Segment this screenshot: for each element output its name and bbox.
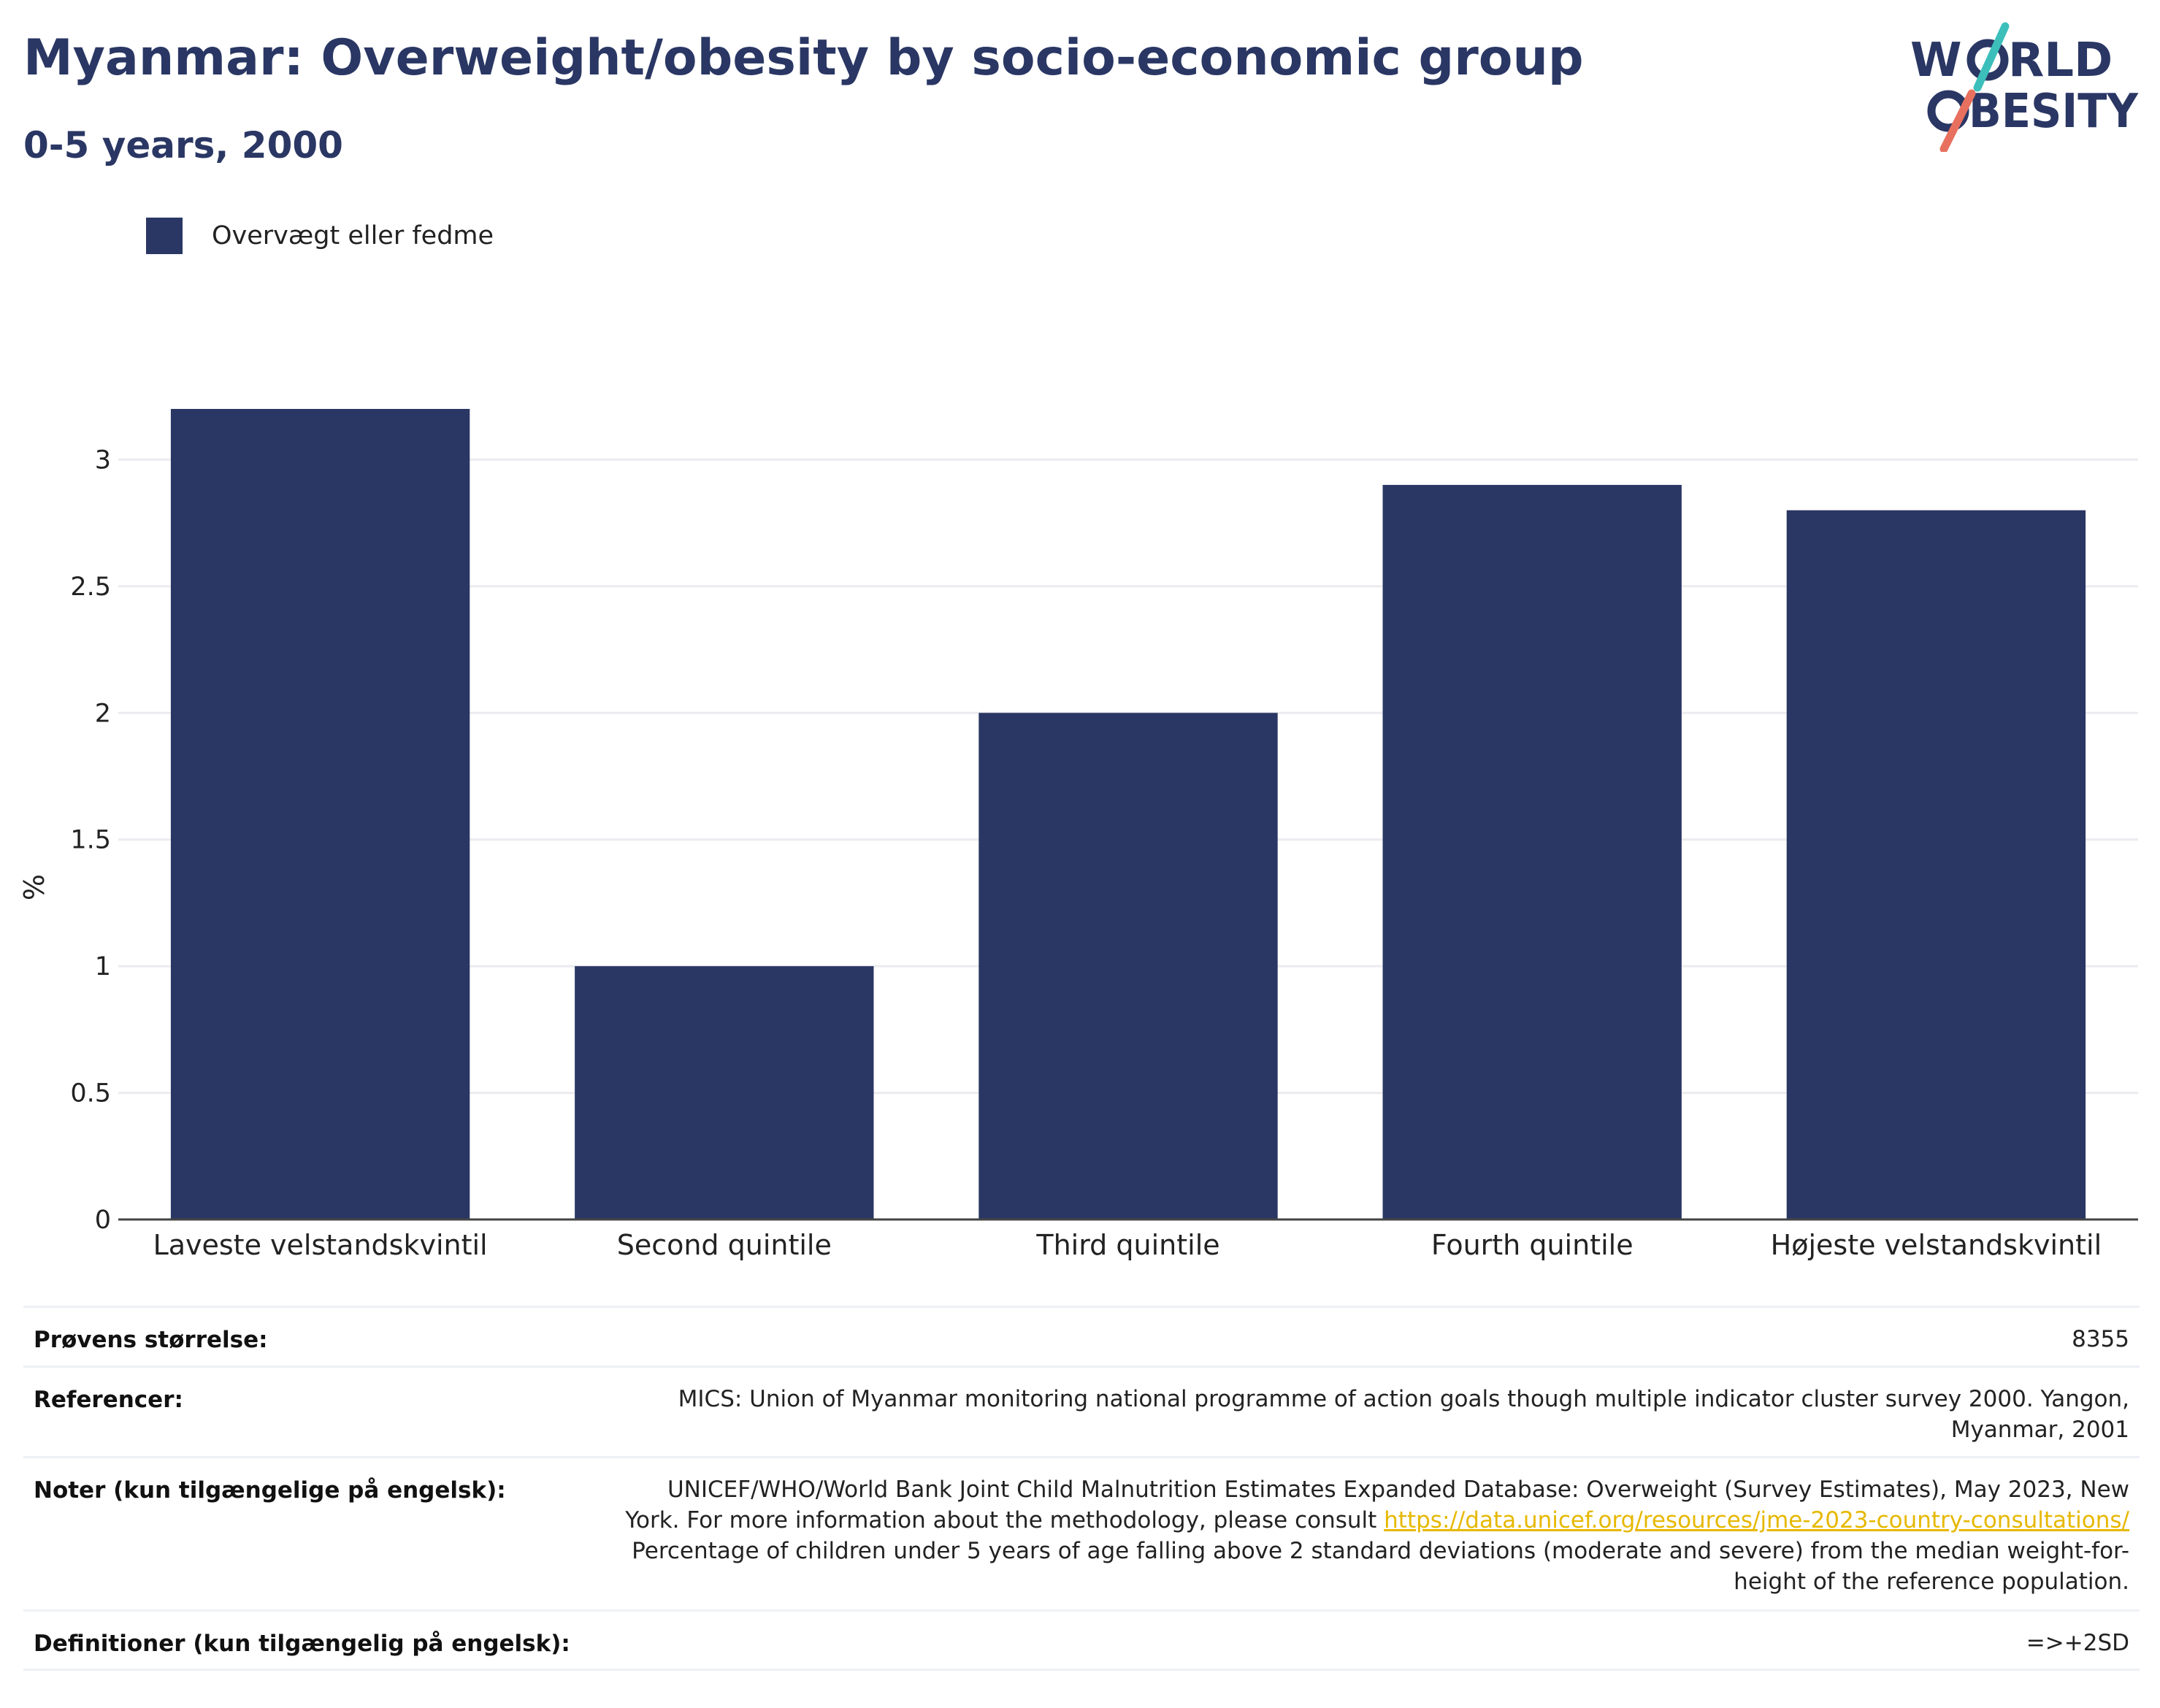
chart-legend: Overvægt eller fedme — [146, 218, 494, 254]
svg-text:BESITY: BESITY — [1969, 85, 2139, 139]
bar — [1786, 510, 2086, 1219]
y-tick-label: 2.5 — [70, 572, 111, 602]
chart-title: Myanmar: Overweight/obesity by socio-eco… — [23, 29, 1584, 87]
bar — [978, 713, 1278, 1219]
legend-label: Overvægt eller fedme — [212, 221, 494, 250]
notes-text-after: Percentage of children under 5 years of … — [632, 1538, 2129, 1595]
bar — [575, 966, 874, 1219]
x-tick-label: Third quintile — [1035, 1229, 1219, 1261]
definitions-label: Definitioner (kun tilgængelig på engelsk… — [34, 1631, 570, 1657]
x-tick-label: Second quintile — [617, 1229, 832, 1261]
x-tick-label: Højeste velstandskvintil — [1771, 1229, 2102, 1261]
notes-value: UNICEF/WHO/World Bank Joint Child Malnut… — [625, 1458, 2129, 1609]
bar-chart: 0 0.5 1 1.5 2 2.5 3% Laveste velstandskvintil Se… — [18, 409, 2138, 1261]
y-tick-label: 3 — [95, 445, 111, 475]
x-tick-label: Laveste velstandskvintil — [153, 1229, 488, 1261]
y-tick-label: 0.5 — [70, 1079, 111, 1108]
notes-text-before: UNICEF/WHO/World Bank Joint Child Malnut… — [625, 1477, 2129, 1533]
world-obesity-logo: W RLD BESITY — [1910, 22, 2139, 152]
y-tick-label: 0 — [95, 1206, 111, 1235]
y-tick-label: 2 — [95, 699, 111, 728]
table-row-sample: Prøvens størrelse: 8355 — [23, 1306, 2140, 1366]
references-value: MICS: Union of Myanmar monitoring nation… — [678, 1386, 2129, 1443]
table-row-definitions: Definitioner (kun tilgængelig på engelsk… — [23, 1609, 2140, 1671]
notes-label: Noter (kun tilgængelige på engelsk): — [34, 1477, 506, 1504]
legend-swatch — [146, 218, 183, 254]
sample-label: Prøvens størrelse: — [34, 1327, 268, 1353]
y-axis-title: % — [18, 874, 50, 900]
x-tick-label: Fourth quintile — [1431, 1229, 1634, 1261]
table-row-references: Referencer: MICS: Union of Myanmar monit… — [23, 1366, 2140, 1456]
methodology-link[interactable]: https://data.unicef.org/resources/jme-20… — [1384, 1507, 2129, 1533]
y-tick-label: 1 — [95, 952, 111, 981]
chart-subtitle: 0-5 years, 2000 — [23, 124, 343, 166]
bar — [1382, 485, 1682, 1219]
bar — [170, 409, 470, 1219]
y-tick-label: 1.5 — [70, 826, 111, 855]
sample-value: 8355 — [2072, 1326, 2129, 1352]
info-table: Prøvens størrelse: 8355 Referencer: MICS… — [23, 1306, 2140, 1671]
svg-text:W: W — [1910, 34, 1962, 88]
table-row-notes: Noter (kun tilgængelige på engelsk): UNI… — [23, 1456, 2140, 1609]
definitions-value: =>+2SD — [2026, 1630, 2129, 1656]
references-label: Referencer: — [34, 1387, 183, 1413]
svg-text:RLD: RLD — [2008, 34, 2113, 88]
